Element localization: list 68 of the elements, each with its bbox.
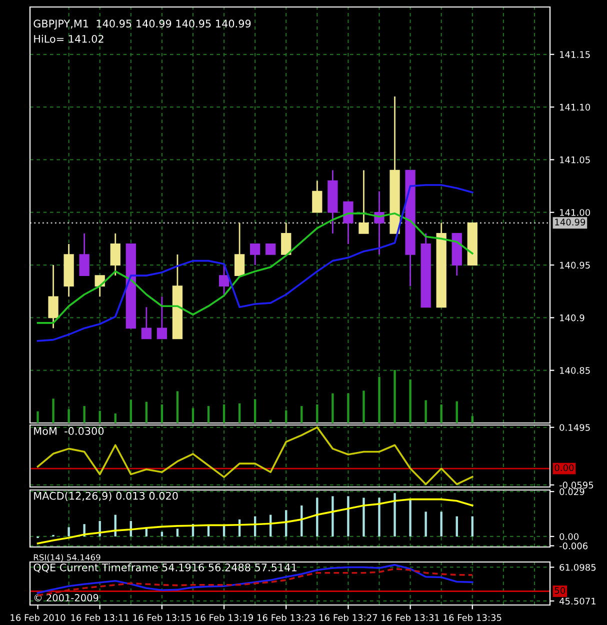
bar [316,498,318,536]
bar [176,391,179,423]
y-tick-label: 45.5071 [559,598,596,605]
candlestick [266,244,276,255]
bar [238,403,241,423]
bar [424,400,427,423]
bar [378,498,380,536]
candlestick [156,296,168,340]
y-tick-label: 141.00 [560,209,590,216]
text: HiLo= 141.02 [34,34,104,43]
bar [207,406,210,423]
candlestick [218,264,230,298]
chart-title: MoM -0.0300 [34,427,104,435]
y-tick-label: 140.85 [560,367,590,374]
candlestick [48,264,58,329]
bar [300,406,303,423]
bar [114,413,116,423]
bar [456,516,458,536]
x-tick-label: 16 Feb 13:35 [444,614,502,622]
chart-title: QQE Current Timeframe 54.1916 56.2488 57.5141 [34,563,296,573]
ref-line-label: 50 [554,587,566,594]
text: RSI(14) 54.1469 [34,554,100,562]
y-tick-label: -0.006 [559,542,588,550]
x-tick-label: 16 Feb 13:19 [195,614,254,622]
x-tick-label: 16 Feb 13:31 [382,614,440,622]
x-tick-label: 16 Feb 13:23 [258,614,316,622]
bar [394,493,396,536]
y-tick-label: 61.0985 [560,564,596,571]
candlestick [250,243,260,266]
bar [424,512,427,536]
y-tick-label: 140.9 [560,314,584,322]
x-tick-label: 16 Feb 13:15 [133,614,191,622]
bar [362,498,365,536]
x-tick-label: 16 Feb 13:11 [71,614,129,622]
candlestick [141,306,152,340]
bar [347,496,350,536]
bar [332,393,334,423]
bar [176,528,179,536]
x-tick-label: 16 Feb 13:27 [320,614,378,622]
y-tick-label: 0.00 [560,533,579,540]
y-tick-label: -0.0595 [559,482,594,488]
line-series [36,184,474,342]
bar [36,411,39,423]
y-tick-label: 0.1495 [560,424,590,431]
bar [52,398,54,423]
x-tick-label: 16 Feb 2010 [10,614,66,622]
candlestick [343,201,354,245]
ref-line-label: 140.99 [555,218,586,226]
bar [145,402,148,423]
text: GBPJPY,M1 140.95 140.99 140.95 140.99 [34,20,251,30]
candlestick [312,180,322,214]
candlestick [281,222,292,256]
y-tick-label: 0.029 [560,488,584,496]
candlestick [358,170,369,234]
bar [456,401,458,423]
candlestick [234,222,245,276]
bar [471,516,474,536]
bar [362,390,365,423]
candlestick [79,232,90,276]
candlestick [110,232,120,276]
y-tick-label: 141.05 [560,156,590,164]
bar [332,496,334,536]
bar [83,406,86,423]
y-tick-label: 141.10 [560,104,590,111]
y-tick-label: 141.15 [560,51,590,58]
bar [394,370,396,423]
y-tick-label: 140.95 [560,262,590,269]
chart-title: MACD(12,26,9) 0.013 0.020 [34,492,178,501]
